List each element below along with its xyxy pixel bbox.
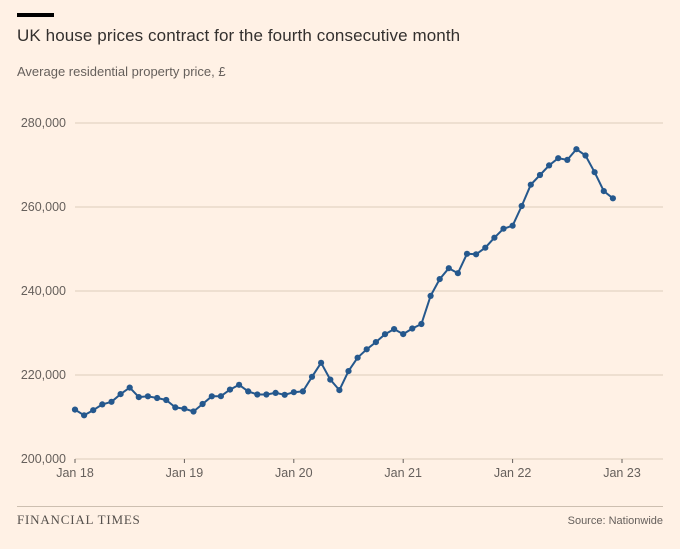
data-point <box>591 169 598 176</box>
x-tick-label: Jan 20 <box>275 466 313 480</box>
chart-subtitle: Average residential property price, £ <box>17 64 226 79</box>
data-point <box>318 359 325 366</box>
data-point <box>518 202 525 210</box>
data-point <box>463 250 471 257</box>
data-point <box>126 384 133 391</box>
data-point <box>281 391 288 398</box>
data-point <box>482 244 489 251</box>
data-point <box>363 346 370 353</box>
data-point <box>99 401 106 408</box>
data-point <box>144 393 151 400</box>
y-tick-label: 200,000 <box>21 452 66 466</box>
data-point <box>272 389 279 396</box>
data-point <box>217 393 224 400</box>
data-point <box>290 389 297 396</box>
data-point <box>181 405 188 412</box>
data-point <box>454 270 461 277</box>
ft-wordmark: FINANCIAL TIMES <box>17 512 141 527</box>
data-point <box>536 171 544 179</box>
data-point <box>473 251 480 258</box>
data-point <box>345 368 352 375</box>
data-point <box>190 408 197 415</box>
data-point <box>336 387 343 394</box>
data-point <box>436 276 443 283</box>
data-point <box>600 188 607 195</box>
y-tick-label: 240,000 <box>21 284 66 298</box>
data-point <box>199 400 206 408</box>
data-point <box>391 326 398 333</box>
data-point <box>245 388 252 395</box>
source-credit: Source: Nationwide <box>567 515 663 527</box>
data-point <box>135 394 142 401</box>
data-point <box>208 393 215 400</box>
data-point <box>354 354 361 361</box>
data-point <box>90 407 97 414</box>
data-point <box>117 391 124 398</box>
chart-title: UK house prices contract for the fourth … <box>17 26 461 45</box>
y-tick-label: 280,000 <box>21 116 66 130</box>
y-tick-label: 220,000 <box>21 368 66 382</box>
data-point <box>500 225 507 232</box>
x-tick-label: Jan 19 <box>166 466 204 480</box>
data-point <box>327 376 334 383</box>
data-point <box>108 398 115 405</box>
data-point <box>299 388 306 395</box>
data-point <box>400 331 407 338</box>
data-point <box>381 331 389 338</box>
data-point <box>418 320 425 328</box>
data-point <box>154 394 161 402</box>
data-point <box>527 181 534 188</box>
ft-accent-bar <box>17 13 54 17</box>
data-point <box>254 391 261 398</box>
data-point <box>172 404 179 411</box>
data-point <box>81 412 88 419</box>
data-point <box>509 222 516 229</box>
data-point <box>427 292 434 299</box>
data-point <box>582 152 589 159</box>
data-point <box>71 406 79 413</box>
data-point <box>409 325 416 332</box>
y-tick-label: 260,000 <box>21 200 66 214</box>
x-tick-label: Jan 22 <box>494 466 532 480</box>
footer-divider <box>17 506 663 507</box>
data-point <box>546 162 553 169</box>
x-tick-label: Jan 21 <box>384 466 422 480</box>
x-tick-label: Jan 23 <box>603 466 641 480</box>
data-point <box>445 265 452 272</box>
data-point <box>372 339 379 346</box>
data-point <box>573 146 580 153</box>
data-point <box>609 195 617 202</box>
data-point <box>555 155 562 162</box>
data-point <box>263 391 270 398</box>
x-tick-label: Jan 18 <box>56 466 94 480</box>
data-point <box>226 386 234 393</box>
data-point <box>491 234 498 241</box>
data-point <box>236 381 243 388</box>
data-point <box>564 156 571 163</box>
data-point <box>308 373 316 380</box>
data-point <box>163 396 170 404</box>
